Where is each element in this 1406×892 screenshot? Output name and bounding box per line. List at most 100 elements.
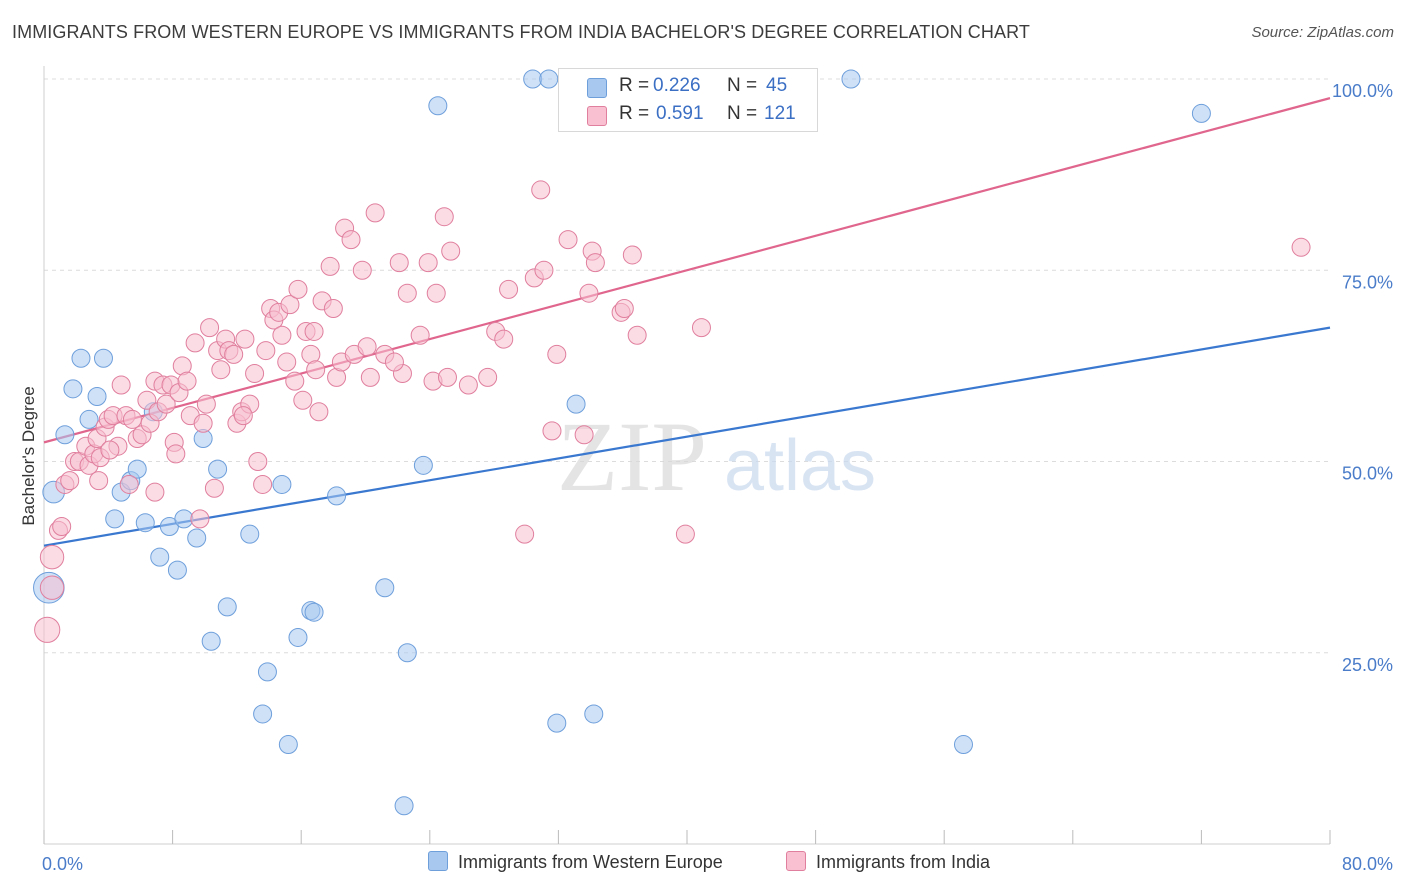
data-point bbox=[185, 333, 205, 353]
data-point bbox=[394, 796, 414, 816]
data-point bbox=[100, 440, 120, 460]
data-point bbox=[410, 325, 430, 345]
series-india bbox=[34, 180, 1311, 643]
data-point bbox=[542, 421, 562, 441]
watermark-atlas: atlas bbox=[724, 426, 876, 506]
data-point bbox=[235, 329, 255, 349]
data-point bbox=[277, 352, 297, 372]
correlation-legend: R = 0.226 N = 45 R = 0.591 N = 121 bbox=[558, 68, 818, 132]
source-label: Source: ZipAtlas.com bbox=[1251, 24, 1394, 41]
data-point bbox=[187, 528, 207, 548]
data-point bbox=[63, 379, 83, 399]
data-point bbox=[441, 241, 461, 261]
legend-n-label: N = bbox=[727, 103, 758, 124]
data-point bbox=[352, 260, 372, 280]
bottom-legend-label: Immigrants from India bbox=[816, 852, 991, 872]
data-point bbox=[437, 367, 457, 387]
data-point bbox=[253, 474, 273, 494]
data-point bbox=[127, 459, 147, 479]
axes bbox=[43, 66, 1331, 845]
data-point bbox=[327, 486, 347, 506]
data-point bbox=[272, 474, 292, 494]
data-point bbox=[79, 409, 99, 429]
y-tick-label: 75.0% bbox=[1342, 272, 1393, 292]
data-point bbox=[93, 348, 113, 368]
data-point bbox=[122, 409, 142, 429]
data-point bbox=[418, 253, 438, 273]
chart-title: IMMIGRANTS FROM WESTERN EUROPE VS IMMIGR… bbox=[12, 22, 1030, 42]
data-point bbox=[174, 509, 194, 529]
data-point bbox=[177, 371, 197, 391]
data-point bbox=[304, 321, 324, 341]
data-point bbox=[357, 337, 377, 357]
data-point bbox=[579, 283, 599, 303]
data-point bbox=[627, 325, 647, 345]
x-tick-label: 80.0% bbox=[1342, 854, 1393, 874]
data-point bbox=[306, 360, 326, 380]
data-point bbox=[105, 509, 125, 529]
data-point bbox=[622, 245, 642, 265]
data-point bbox=[145, 482, 165, 502]
legend-r-label: R = bbox=[619, 103, 650, 124]
legend-row-western-europe: R = 0.226 N = 45 bbox=[559, 73, 817, 101]
data-point bbox=[534, 260, 554, 280]
data-point bbox=[499, 279, 519, 299]
data-point bbox=[71, 348, 91, 368]
data-point bbox=[167, 560, 187, 580]
data-point bbox=[323, 299, 343, 318]
data-point bbox=[397, 643, 417, 663]
data-point bbox=[309, 402, 329, 422]
data-point bbox=[248, 452, 268, 471]
data-point bbox=[257, 662, 277, 682]
legend-n-value: 45 bbox=[766, 75, 788, 96]
data-point bbox=[1191, 103, 1211, 123]
data-point bbox=[953, 735, 973, 755]
data-point bbox=[389, 253, 409, 273]
trend-line-india bbox=[43, 97, 1331, 444]
data-point bbox=[1291, 237, 1311, 257]
legend-r-label: R = bbox=[619, 75, 650, 96]
data-point bbox=[150, 547, 170, 567]
data-point bbox=[200, 318, 220, 338]
data-point bbox=[523, 69, 543, 89]
data-point bbox=[384, 352, 404, 372]
data-point bbox=[304, 602, 324, 622]
data-point bbox=[539, 69, 559, 89]
data-point bbox=[531, 180, 551, 200]
data-point bbox=[428, 96, 448, 116]
trend-line-western-europe bbox=[43, 326, 1331, 547]
data-point bbox=[320, 256, 340, 276]
data-point bbox=[293, 390, 313, 410]
y-tick-label: 100.0% bbox=[1332, 81, 1393, 101]
data-point bbox=[558, 230, 578, 250]
data-point bbox=[547, 344, 567, 364]
data-point bbox=[360, 367, 380, 387]
data-point bbox=[52, 517, 72, 537]
data-point bbox=[196, 394, 216, 414]
y-tick-label: 25.0% bbox=[1342, 655, 1393, 675]
data-point bbox=[375, 578, 395, 598]
data-point bbox=[193, 413, 213, 433]
data-point bbox=[87, 386, 107, 406]
data-point bbox=[137, 390, 157, 410]
data-point bbox=[566, 394, 586, 414]
data-point bbox=[413, 455, 433, 475]
data-point bbox=[278, 735, 298, 755]
data-point bbox=[166, 444, 186, 464]
data-point bbox=[288, 627, 308, 647]
data-point bbox=[156, 394, 176, 414]
bottom-legend-india: Immigrants from India bbox=[786, 851, 990, 877]
data-point bbox=[211, 360, 231, 380]
data-point bbox=[240, 524, 260, 544]
bottom-legend-swatch-india bbox=[786, 851, 806, 871]
watermark-zip: ZIP bbox=[557, 401, 707, 512]
data-point bbox=[39, 575, 65, 600]
legend-swatch-western-europe bbox=[587, 78, 607, 98]
data-point bbox=[426, 283, 446, 303]
watermark: ZIP atlas bbox=[557, 401, 876, 512]
legend-row-india: R = 0.591 N = 121 bbox=[559, 101, 817, 129]
data-point bbox=[365, 203, 385, 223]
data-point bbox=[547, 713, 567, 733]
legend-n-value: 121 bbox=[764, 103, 796, 124]
